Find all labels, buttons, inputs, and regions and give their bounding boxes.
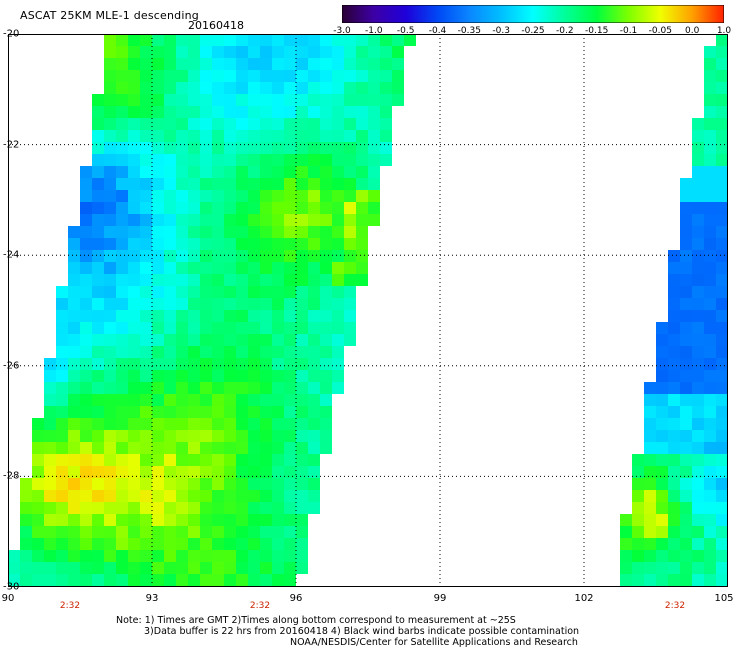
colorbar-tick-label: -0.05 (648, 26, 672, 36)
map-frame (8, 34, 728, 587)
plot-title: ASCAT 25KM MLE-1 descending (20, 9, 199, 22)
note-line-1: Note: 1) Times are GMT 2)Times along bot… (116, 615, 516, 626)
longitude-label: 96 (289, 593, 303, 604)
colorbar (342, 5, 724, 23)
longitude-label: 93 (145, 593, 159, 604)
latitude-label: -24 (3, 249, 20, 261)
colorbar-tick-label: -1.0 (365, 26, 383, 36)
swath-map (8, 34, 728, 587)
plot-date: 20160418 (188, 19, 244, 32)
latitude-label: -28 (3, 470, 20, 482)
colorbar-tick-label: -0.5 (396, 26, 415, 36)
colorbar-tick-label: -0.2 (556, 26, 574, 36)
colorbar-tick-label: -0.1 (619, 26, 638, 36)
latitude-label: -22 (3, 139, 20, 151)
longitude-label: 105 (714, 593, 734, 604)
latitude-label: -20 (3, 28, 20, 40)
longitude-label: 102 (574, 593, 594, 604)
colorbar-tick-label: 1.0 (716, 26, 732, 36)
colorbar-tick-label: -0.15 (585, 26, 609, 36)
note-line-3: NOAA/NESDIS/Center for Satellite Applica… (290, 637, 578, 648)
swath-time-label: 2:32 (249, 601, 271, 611)
colorbar-tick-label: -0.35 (457, 26, 481, 36)
swath-time-label: 2:32 (59, 601, 81, 611)
longitude-label: 99 (433, 593, 447, 604)
colorbar-tick-label: -0.3 (492, 26, 510, 36)
swath-time-label: 2:32 (664, 601, 686, 611)
swath-cells (8, 34, 728, 587)
note-line-2: 3)Data buffer is 22 hrs from 20160418 4)… (144, 626, 580, 637)
grid-lines (8, 34, 728, 587)
colorbar-tick-label: -0.4 (428, 26, 447, 36)
latitude-label: -26 (3, 360, 20, 372)
colorbar-tick-label: -3.0 (333, 26, 351, 36)
longitude-label: 90 (1, 593, 15, 604)
latitude-label: -30 (3, 581, 20, 593)
colorbar-tick-label: -0.25 (521, 26, 545, 36)
colorbar-tick-label: 0.0 (684, 26, 700, 36)
